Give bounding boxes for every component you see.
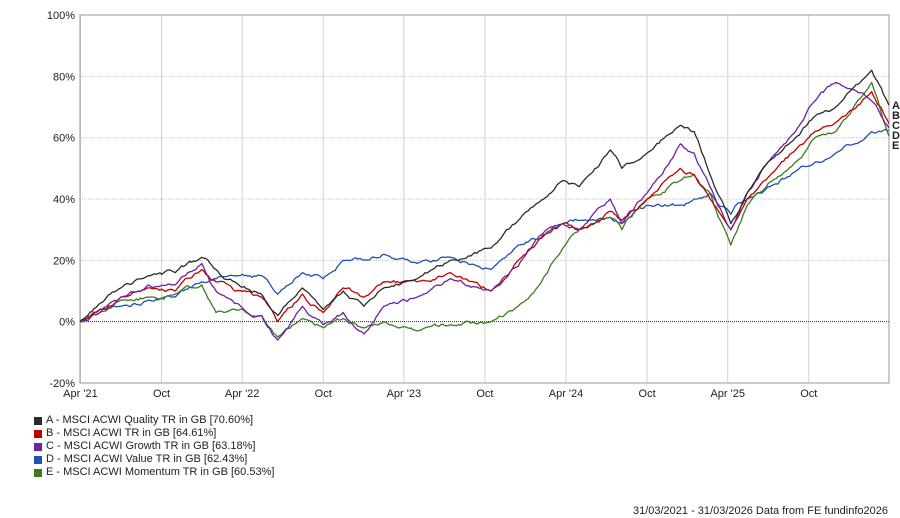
end-label-e: E [892,140,899,152]
legend-label-c: C - MSCI ACWI Growth TR in GB [63.18%] [46,440,256,452]
x-tick-label: Oct [153,388,170,400]
grid-lines [79,14,889,384]
y-tick-label: 100% [47,10,75,22]
y-tick-label: 20% [53,255,75,267]
legend-item-d[interactable]: D - MSCI ACWI Value TR in GB [62.43%] [34,453,274,466]
legend: A - MSCI ACWI Quality TR in GB [70.60%] … [34,414,274,479]
x-tick-label: Apr '24 [549,388,584,400]
footer-date-range: 31/03/2021 - 31/03/2026 [632,505,753,517]
x-tick-label: Oct [639,388,656,400]
y-tick-label: 40% [53,194,75,206]
y-tick-label: -20% [49,378,75,390]
y-tick-label: 60% [53,133,75,145]
legend-swatch-b [34,429,42,438]
y-tick-label: 0% [59,317,75,329]
legend-swatch-c [34,442,42,451]
x-tick-label: Apr '22 [225,388,260,400]
y-tick-label: 80% [53,71,75,83]
legend-swatch-d [34,455,42,464]
legend-label-a: A - MSCI ACWI Quality TR in GB [70.60%] [46,414,254,426]
series-line-a [79,69,890,323]
footer-source: Data from FE fundinfo2026 [755,505,888,517]
x-tick-label: Oct [800,388,817,400]
end-label-b: B [892,110,900,122]
y-axis: -20% 0% 20% 40% 60% 80% 100% [47,10,75,390]
legend-item-b[interactable]: B - MSCI ACWI TR in GB [64.61%] [34,427,274,440]
legend-item-c[interactable]: C - MSCI ACWI Growth TR in GB [63.18%] [34,440,274,453]
series-lines [79,69,890,341]
x-tick-label: Oct [476,388,493,400]
legend-label-d: D - MSCI ACWI Value TR in GB [62.43%] [46,453,248,465]
x-tick-label: Oct [315,388,332,400]
legend-item-a[interactable]: A - MSCI ACWI Quality TR in GB [70.60%] [34,414,274,427]
end-label-a: A [892,100,900,112]
series-line-e [79,81,890,338]
plot-area [79,14,890,384]
legend-label-b: B - MSCI ACWI TR in GB [64.61%] [46,427,217,439]
x-tick-label: Apr '23 [387,388,422,400]
legend-swatch-e [34,468,42,477]
x-tick-label: Apr '21 [63,388,98,400]
legend-label-e: E - MSCI ACWI Momentum TR in GB [60.53%] [46,466,275,478]
end-label-d: D [892,130,900,142]
x-axis: Apr '21 Oct Apr '22 Oct Apr '23 Oct Apr '24 Oct… [63,388,817,400]
legend-swatch-a [34,416,42,425]
x-tick-label: Apr '25 [710,388,745,400]
end-label-c: C [892,120,900,132]
legend-item-e[interactable]: E - MSCI ACWI Momentum TR in GB [60.53%] [34,466,274,479]
footer-note: 31/03/2021 - 31/03/2026 Data from FE fun… [633,505,888,517]
